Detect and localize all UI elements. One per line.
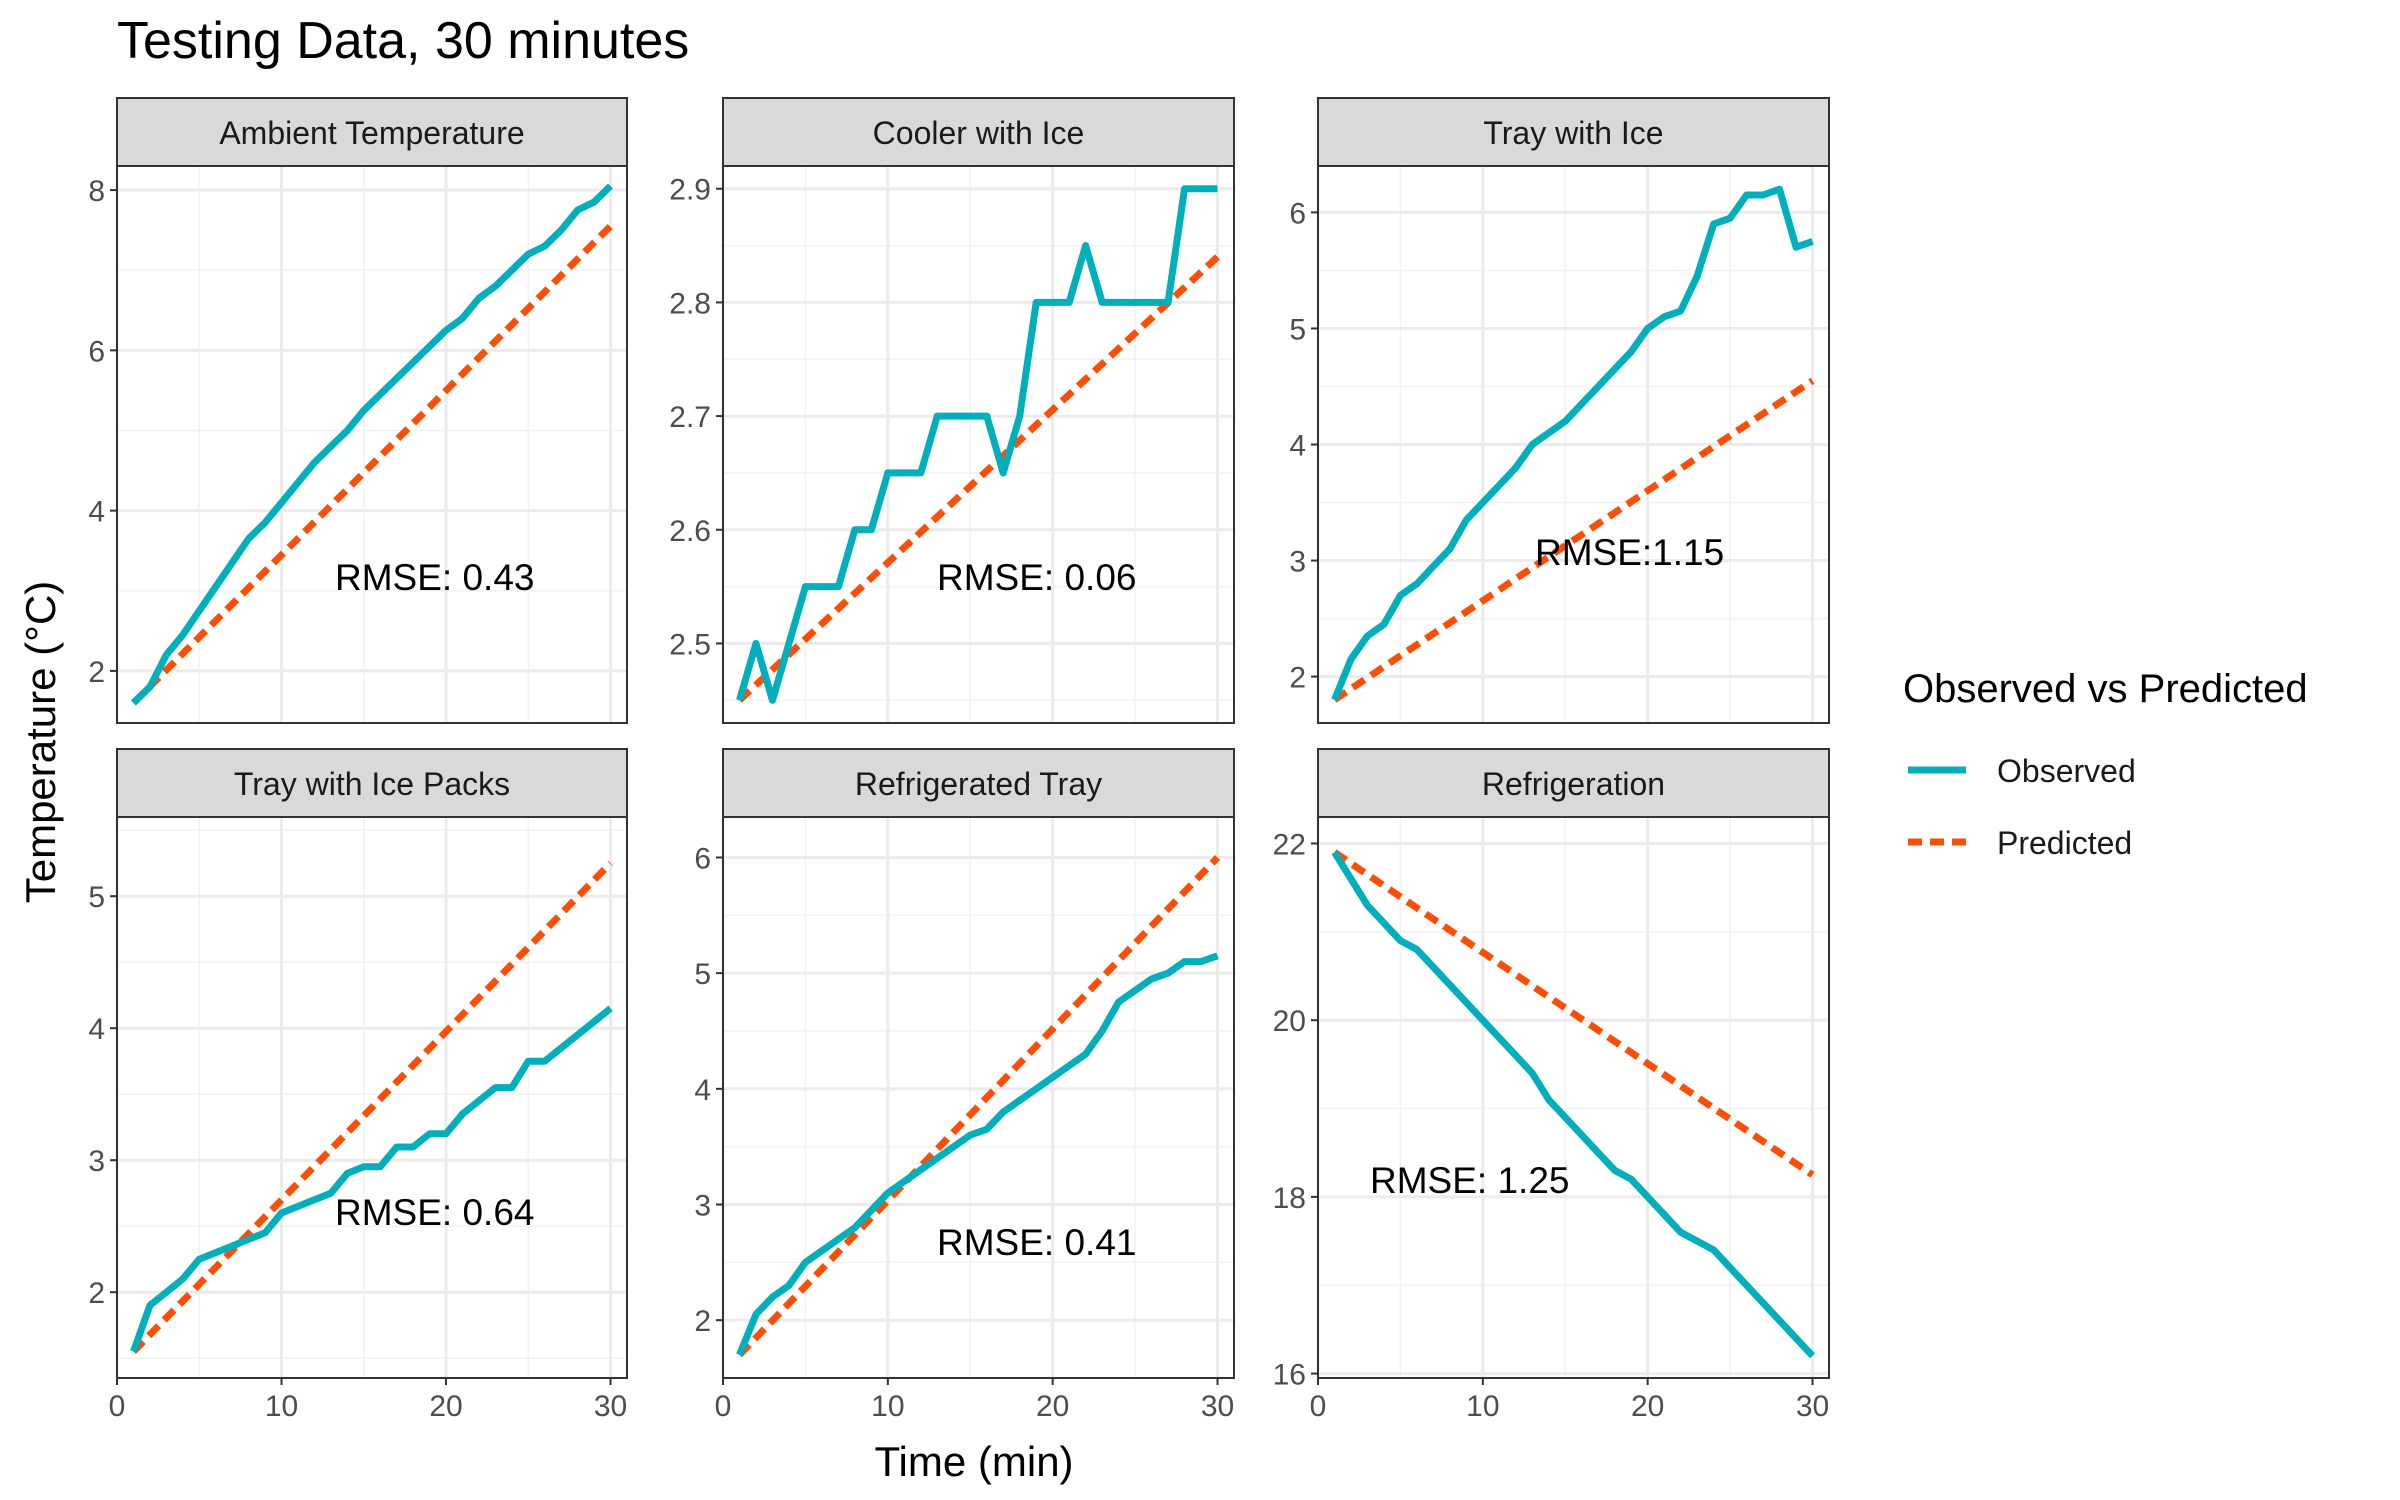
y-tick-label: 4	[1289, 430, 1306, 463]
predicted-series-line	[1332, 377, 1815, 703]
x-tick-label: 10	[265, 1390, 298, 1423]
y-tick-label: 2.9	[669, 174, 711, 207]
panel-border	[116, 165, 628, 724]
panel-strip	[722, 97, 1235, 167]
predicted-series-line	[1332, 849, 1815, 1178]
x-tick-label: 20	[1631, 1390, 1664, 1423]
rmse-annotation: RMSE: 0.43	[335, 557, 534, 598]
y-tick-label: 2	[694, 1305, 711, 1338]
y-tick-label: 4	[694, 1074, 711, 1107]
x-tick-label: 30	[1796, 1390, 1829, 1423]
facet-panel: Cooler with Ice RMSE: 0.06 2.5 2.6 2.7 2.8 2.9	[669, 97, 1235, 724]
panel-strip	[116, 97, 628, 167]
panel-plot-area	[723, 166, 1234, 723]
y-tick-label: 16	[1273, 1359, 1306, 1392]
legend: Observed vs Predicted Observed Predicted	[1903, 667, 2308, 861]
facet-panels: Ambient Temperature RMSE: 0.43 2 4 6 8 Cooler …	[88, 97, 1830, 1423]
panel-strip	[1317, 748, 1830, 818]
x-tick-label: 0	[715, 1390, 732, 1423]
legend-predicted-label: Predicted	[1997, 825, 2132, 861]
y-tick-label: 2.6	[669, 515, 711, 548]
x-axis-label: Time (min)	[874, 1438, 1073, 1485]
predicted-series-line	[736, 855, 1221, 1358]
observed-series-line	[736, 952, 1219, 1357]
y-tick-label: 22	[1273, 829, 1306, 862]
rmse-annotation: RMSE:1.15	[1535, 532, 1724, 573]
x-tick-label: 30	[594, 1390, 627, 1423]
y-tick-label: 5	[88, 881, 105, 914]
panel-border	[116, 816, 628, 1379]
panel-strip-title: Refrigerated Tray	[855, 766, 1102, 802]
y-tick-label: 20	[1273, 1005, 1306, 1038]
rmse-annotation: RMSE: 0.64	[335, 1192, 534, 1233]
y-tick-label: 8	[88, 175, 105, 208]
y-tick-label: 3	[88, 1145, 105, 1178]
y-tick-label: 6	[1289, 197, 1306, 230]
x-tick-label: 20	[429, 1390, 462, 1423]
y-tick-label: 18	[1273, 1182, 1306, 1215]
y-tick-label: 2	[88, 1277, 105, 1310]
panel-strip	[116, 748, 628, 818]
chart-title: Testing Data, 30 minutes	[117, 12, 689, 70]
panel-strip-title: Refrigeration	[1482, 766, 1665, 802]
observed-series-line	[1331, 185, 1814, 702]
y-tick-label: 6	[694, 842, 711, 875]
facet-panel: Ambient Temperature RMSE: 0.43 2 4 6 8	[88, 97, 628, 724]
observed-series-line	[130, 1005, 613, 1353]
y-tick-label: 6	[88, 335, 105, 368]
x-tick-label: 20	[1036, 1390, 1069, 1423]
rmse-annotation: RMSE: 0.41	[937, 1222, 1136, 1263]
y-tick-label: 2	[1289, 662, 1306, 695]
facet-panel: Refrigeration RMSE: 1.25 16 18 20 22 0 10 20 30	[1273, 748, 1830, 1423]
panel-border	[1317, 816, 1830, 1379]
panel-strip-title: Ambient Temperature	[219, 115, 524, 151]
predicted-series-line	[130, 223, 614, 706]
x-tick-label: 0	[1310, 1390, 1327, 1423]
panel-border	[722, 165, 1235, 724]
legend-title: Observed vs Predicted	[1903, 667, 2308, 711]
rmse-annotation: RMSE: 1.25	[1370, 1160, 1569, 1201]
y-tick-label: 2.7	[669, 401, 711, 434]
x-tick-label: 10	[871, 1390, 904, 1423]
panel-plot-area	[723, 817, 1234, 1378]
y-tick-label: 2	[88, 656, 105, 689]
facet-panel: Tray with Ice Packs RMSE: 0.64 2 3 4 5 0 10 20 30	[88, 748, 628, 1423]
panel-strip-title: Tray with Ice Packs	[234, 766, 510, 802]
y-tick-label: 5	[1289, 313, 1306, 346]
y-tick-label: 4	[88, 1013, 105, 1046]
panel-plot-area	[117, 817, 627, 1378]
panel-strip-title: Tray with Ice	[1483, 115, 1663, 151]
panel-strip	[722, 748, 1235, 818]
y-tick-label: 3	[694, 1189, 711, 1222]
observed-series-line	[1331, 850, 1816, 1359]
x-tick-label: 30	[1201, 1390, 1234, 1423]
facet-panel: Refrigerated Tray RMSE: 0.41 2 3 4 5 6 0 10 20 30	[694, 748, 1235, 1423]
panel-strip	[1317, 97, 1830, 167]
observed-series-line	[131, 183, 613, 706]
y-tick-label: 2.8	[669, 287, 711, 320]
legend-observed-label: Observed	[1997, 753, 2136, 789]
y-axis-label: Temperature (°C)	[17, 581, 64, 904]
x-tick-label: 10	[1466, 1390, 1499, 1423]
y-tick-label: 4	[88, 496, 105, 529]
y-tick-label: 3	[1289, 546, 1306, 579]
predicted-series-line	[130, 860, 614, 1355]
x-tick-label: 0	[109, 1390, 126, 1423]
y-tick-label: 5	[694, 958, 711, 991]
observed-series-line	[736, 185, 1218, 704]
panel-plot-area	[117, 166, 627, 723]
facet-panel: Tray with Ice RMSE:1.15 2 3 4 5 6	[1289, 97, 1830, 724]
y-tick-label: 2.5	[669, 628, 711, 661]
panel-strip-title: Cooler with Ice	[873, 115, 1085, 151]
rmse-annotation: RMSE: 0.06	[937, 557, 1136, 598]
panel-border	[722, 816, 1235, 1379]
